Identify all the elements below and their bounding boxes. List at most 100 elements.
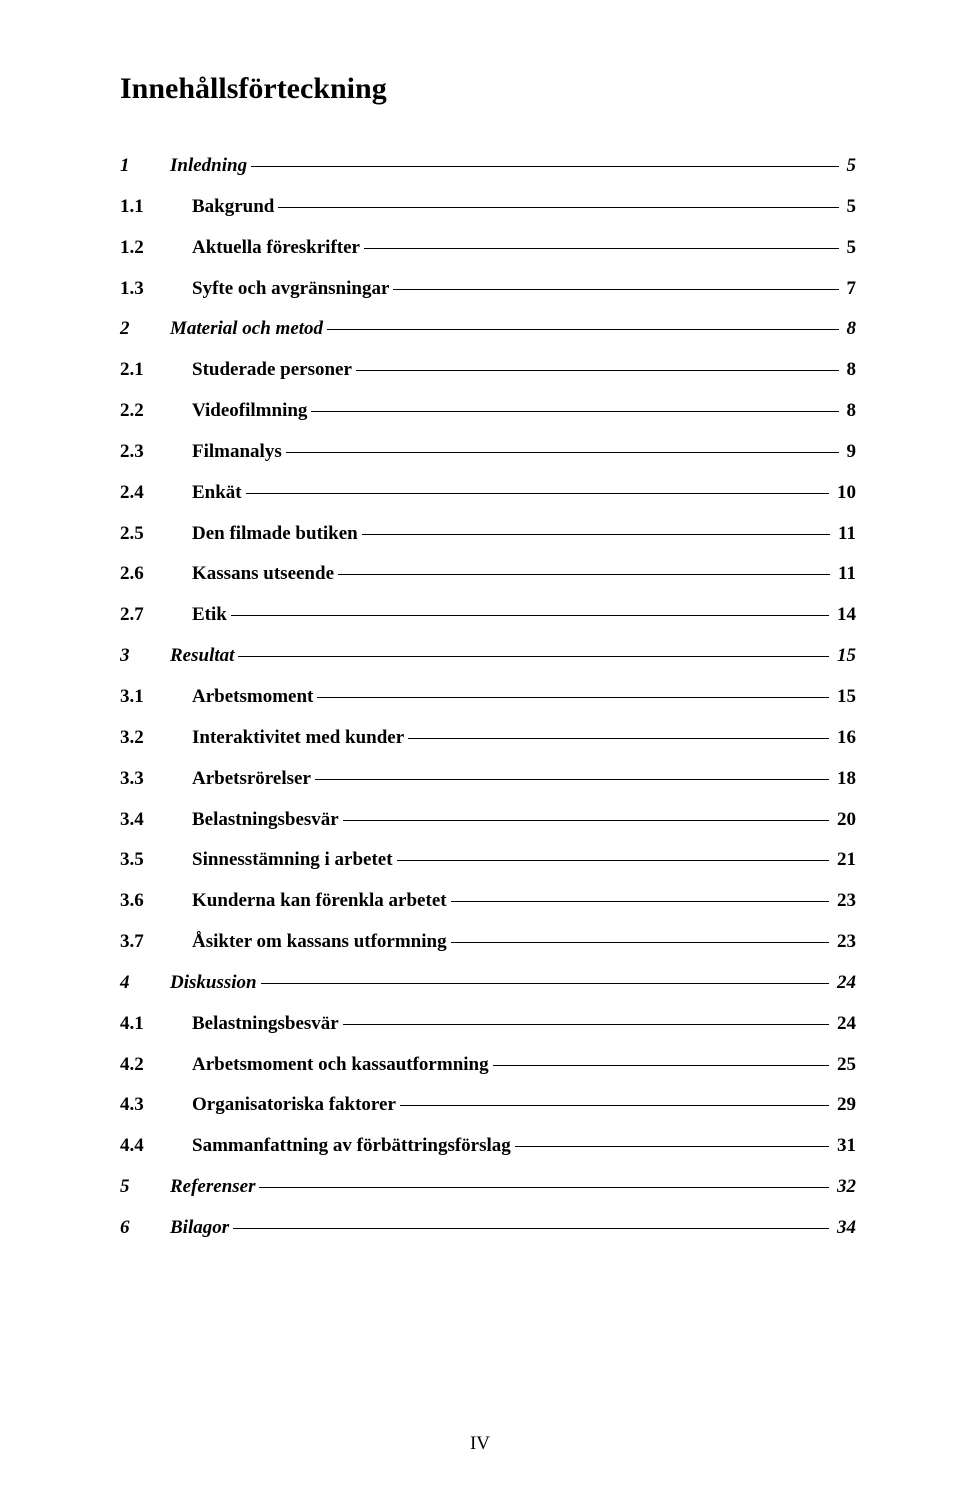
toc-entry-page: 29 (833, 1085, 856, 1126)
toc-entry-label: Filmanalys (192, 432, 282, 473)
toc-entry-label: Sinnesstämning i arbetet (192, 840, 393, 881)
toc-entry-number: 2.7 (120, 595, 162, 636)
toc-entry-page: 15 (833, 677, 856, 718)
toc-entry-number: 2.3 (120, 432, 162, 473)
toc-entry-number: 1.1 (120, 187, 162, 228)
toc-leader-line (343, 1024, 829, 1025)
toc-entry-page: 31 (833, 1126, 856, 1167)
toc-entry: 2.3Filmanalys9 (120, 432, 856, 473)
page-number-footer: IV (0, 1433, 960, 1455)
toc-leader-line (493, 1065, 829, 1066)
toc-entry-label: Den filmade butiken (192, 514, 358, 555)
toc-entry-page: 23 (833, 922, 856, 963)
toc-entry-number: 4.1 (120, 1004, 162, 1045)
toc-leader-line (356, 370, 839, 371)
toc-entry-page: 16 (833, 718, 856, 759)
toc-entry-page: 25 (833, 1045, 856, 1086)
toc-entry-number: 3.7 (120, 922, 162, 963)
toc-entry-page: 5 (843, 187, 857, 228)
page: Innehållsförteckning 1Inledning51.1Bakgr… (0, 0, 960, 1503)
toc-entry-page: 24 (833, 963, 856, 1004)
toc-entry-label: Material och metod (170, 309, 323, 350)
toc-entry-number: 1 (120, 146, 140, 187)
toc-entry-label: Videofilmning (192, 391, 307, 432)
toc-entry-label: Interaktivitet med kunder (192, 718, 404, 759)
toc-entry-number: 2.1 (120, 350, 162, 391)
toc-leader-line (246, 493, 829, 494)
toc-entry-page: 5 (843, 146, 857, 187)
toc-entry-number: 6 (120, 1208, 140, 1249)
toc-entry-number: 4.4 (120, 1126, 162, 1167)
toc-entry: 1.1 Bakgrund 5 (120, 187, 856, 228)
toc-entry: 3Resultat15 (120, 636, 856, 677)
toc-entry-page: 11 (834, 554, 856, 595)
toc-leader-line (315, 779, 829, 780)
toc-entry-number: 3.2 (120, 718, 162, 759)
toc-entry: 3.5 Sinnesstämning i arbetet 21 (120, 840, 856, 881)
toc-entry-number: 4.3 (120, 1085, 162, 1126)
toc-entry-number: 4.2 (120, 1045, 162, 1086)
toc-entry-label: Referenser (170, 1167, 255, 1208)
toc-entry-number: 2.6 (120, 554, 162, 595)
toc-leader-line (397, 860, 829, 861)
toc-entry: 3.6Kunderna kan förenkla arbetet23 (120, 881, 856, 922)
toc-leader-line (238, 656, 829, 657)
toc-entry-label: Resultat (170, 636, 234, 677)
toc-entry: 4.4Sammanfattning av förbättringsförslag… (120, 1126, 856, 1167)
toc-entry-number: 3.5 (120, 840, 162, 881)
toc-entry-label: Studerade personer (192, 350, 352, 391)
toc-entry-label: Arbetsrörelser (192, 759, 311, 800)
toc-entry-number: 2.4 (120, 473, 162, 514)
toc-entry: 3.2 Interaktivitet med kunder 16 (120, 718, 856, 759)
toc-leader-line (233, 1228, 829, 1229)
toc-entry-page: 21 (833, 840, 856, 881)
toc-entry: 3.4Belastningsbesvär20 (120, 800, 856, 841)
toc-entry: 2.2 Videofilmning 8 (120, 391, 856, 432)
toc-entry-label: Belastningsbesvär (192, 800, 339, 841)
toc-leader-line (286, 452, 839, 453)
toc-entry: 1.3Syfte och avgränsningar7 (120, 269, 856, 310)
toc-entry-number: 3.1 (120, 677, 162, 718)
toc-entry-number: 4 (120, 963, 140, 1004)
toc-entry-page: 8 (843, 391, 857, 432)
toc-entry: 4.1 Belastningsbesvär 24 (120, 1004, 856, 1045)
toc-entry: 2.1Studerade personer8 (120, 350, 856, 391)
toc-entry-number: 3.3 (120, 759, 162, 800)
toc-leader-line (393, 289, 838, 290)
toc-entry: 2.5 Den filmade butiken 11 (120, 514, 856, 555)
toc-entry-label: Organisatoriska faktorer (192, 1085, 396, 1126)
toc-leader-line (451, 901, 829, 902)
toc-entry-page: 24 (833, 1004, 856, 1045)
toc-entry: 2.6Kassans utseende11 (120, 554, 856, 595)
toc-entry-number: 2.5 (120, 514, 162, 555)
toc-entry: 6Bilagor34 (120, 1208, 856, 1249)
toc-entry-number: 5 (120, 1167, 140, 1208)
toc-entry: 2.7Etik14 (120, 595, 856, 636)
toc-leader-line (278, 207, 838, 208)
toc-entry-number: 2 (120, 309, 140, 350)
toc-entry-label: Bakgrund (192, 187, 274, 228)
toc-leader-line (362, 534, 830, 535)
toc-entry-number: 3.6 (120, 881, 162, 922)
toc-entry-page: 34 (833, 1208, 856, 1249)
toc-entry-page: 14 (833, 595, 856, 636)
toc-entry: 4Diskussion24 (120, 963, 856, 1004)
toc-entry-page: 15 (833, 636, 856, 677)
toc-leader-line (343, 820, 829, 821)
toc-entry-page: 11 (834, 514, 856, 555)
toc-entry: 2.4Enkät10 (120, 473, 856, 514)
toc-entry: 3.3Arbetsrörelser18 (120, 759, 856, 800)
toc-entry-number: 1.2 (120, 228, 162, 269)
toc-entry-label: Åsikter om kassans utformning (192, 922, 447, 963)
toc-entry-page: 7 (843, 269, 857, 310)
toc-leader-line (400, 1105, 829, 1106)
toc-entry-number: 1.3 (120, 269, 162, 310)
toc-leader-line (231, 615, 829, 616)
toc-entry-page: 23 (833, 881, 856, 922)
toc-entry: 3.1Arbetsmoment15 (120, 677, 856, 718)
toc-entry-number: 2.2 (120, 391, 162, 432)
toc-leader-line (259, 1187, 829, 1188)
toc-entry: 1Inledning5 (120, 146, 856, 187)
toc-entry-label: Belastningsbesvär (192, 1004, 339, 1045)
toc-entry-number: 3.4 (120, 800, 162, 841)
